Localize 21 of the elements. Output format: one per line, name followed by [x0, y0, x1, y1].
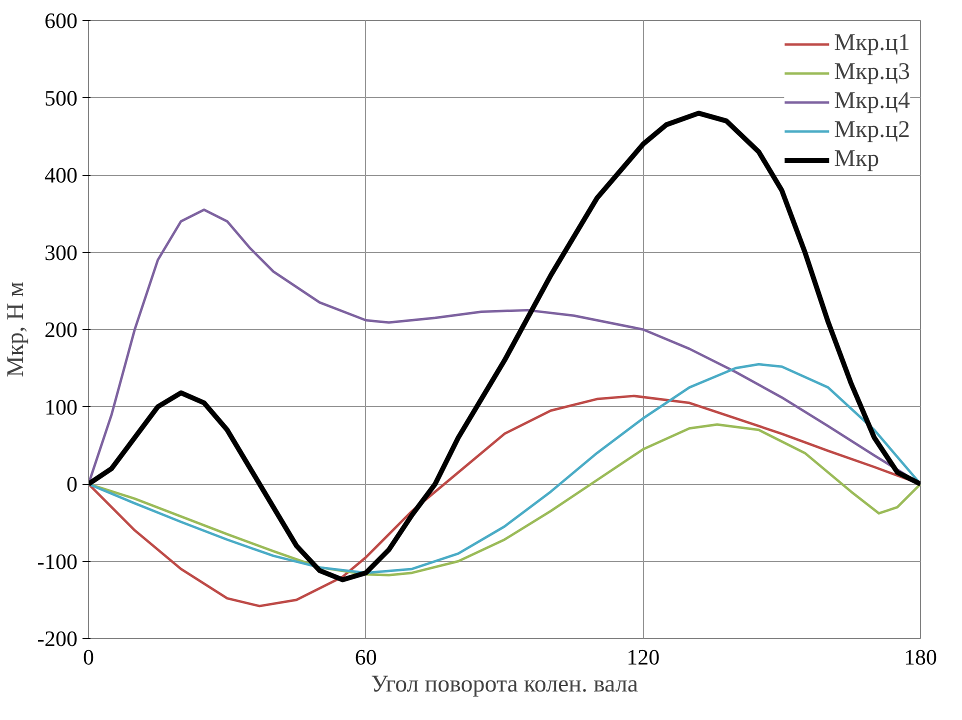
legend-label: Мкр — [834, 146, 880, 173]
line-series — [88, 363, 920, 574]
y-tick-label: 200 — [44, 317, 78, 342]
y-axis-title: Мкр, Н м — [3, 282, 30, 378]
legend-label: Мкр.ц1 — [834, 30, 910, 57]
y-tick-label: 400 — [44, 162, 78, 188]
y-tick-label: -100 — [37, 548, 78, 574]
y-tick-label: 100 — [44, 394, 78, 420]
x-tick-label: 180 — [904, 644, 937, 670]
y-tick-label: 600 — [44, 8, 78, 33]
x-tick-label: 60 — [354, 644, 377, 670]
x-tick-label: 120 — [626, 644, 660, 670]
legend-label: Мкр.ц4 — [834, 88, 910, 115]
y-tick-label: 300 — [44, 240, 78, 265]
legend-label: Мкр.ц3 — [834, 59, 910, 86]
legend-label: Мкр.ц2 — [834, 117, 910, 144]
y-tick-label: 0 — [66, 472, 78, 496]
y-tick-label: -200 — [37, 626, 78, 651]
y-tick-label: 500 — [44, 85, 78, 110]
x-axis-title: Угол поворота колен. вала — [370, 672, 638, 698]
x-tick-label: 0 — [83, 644, 94, 670]
